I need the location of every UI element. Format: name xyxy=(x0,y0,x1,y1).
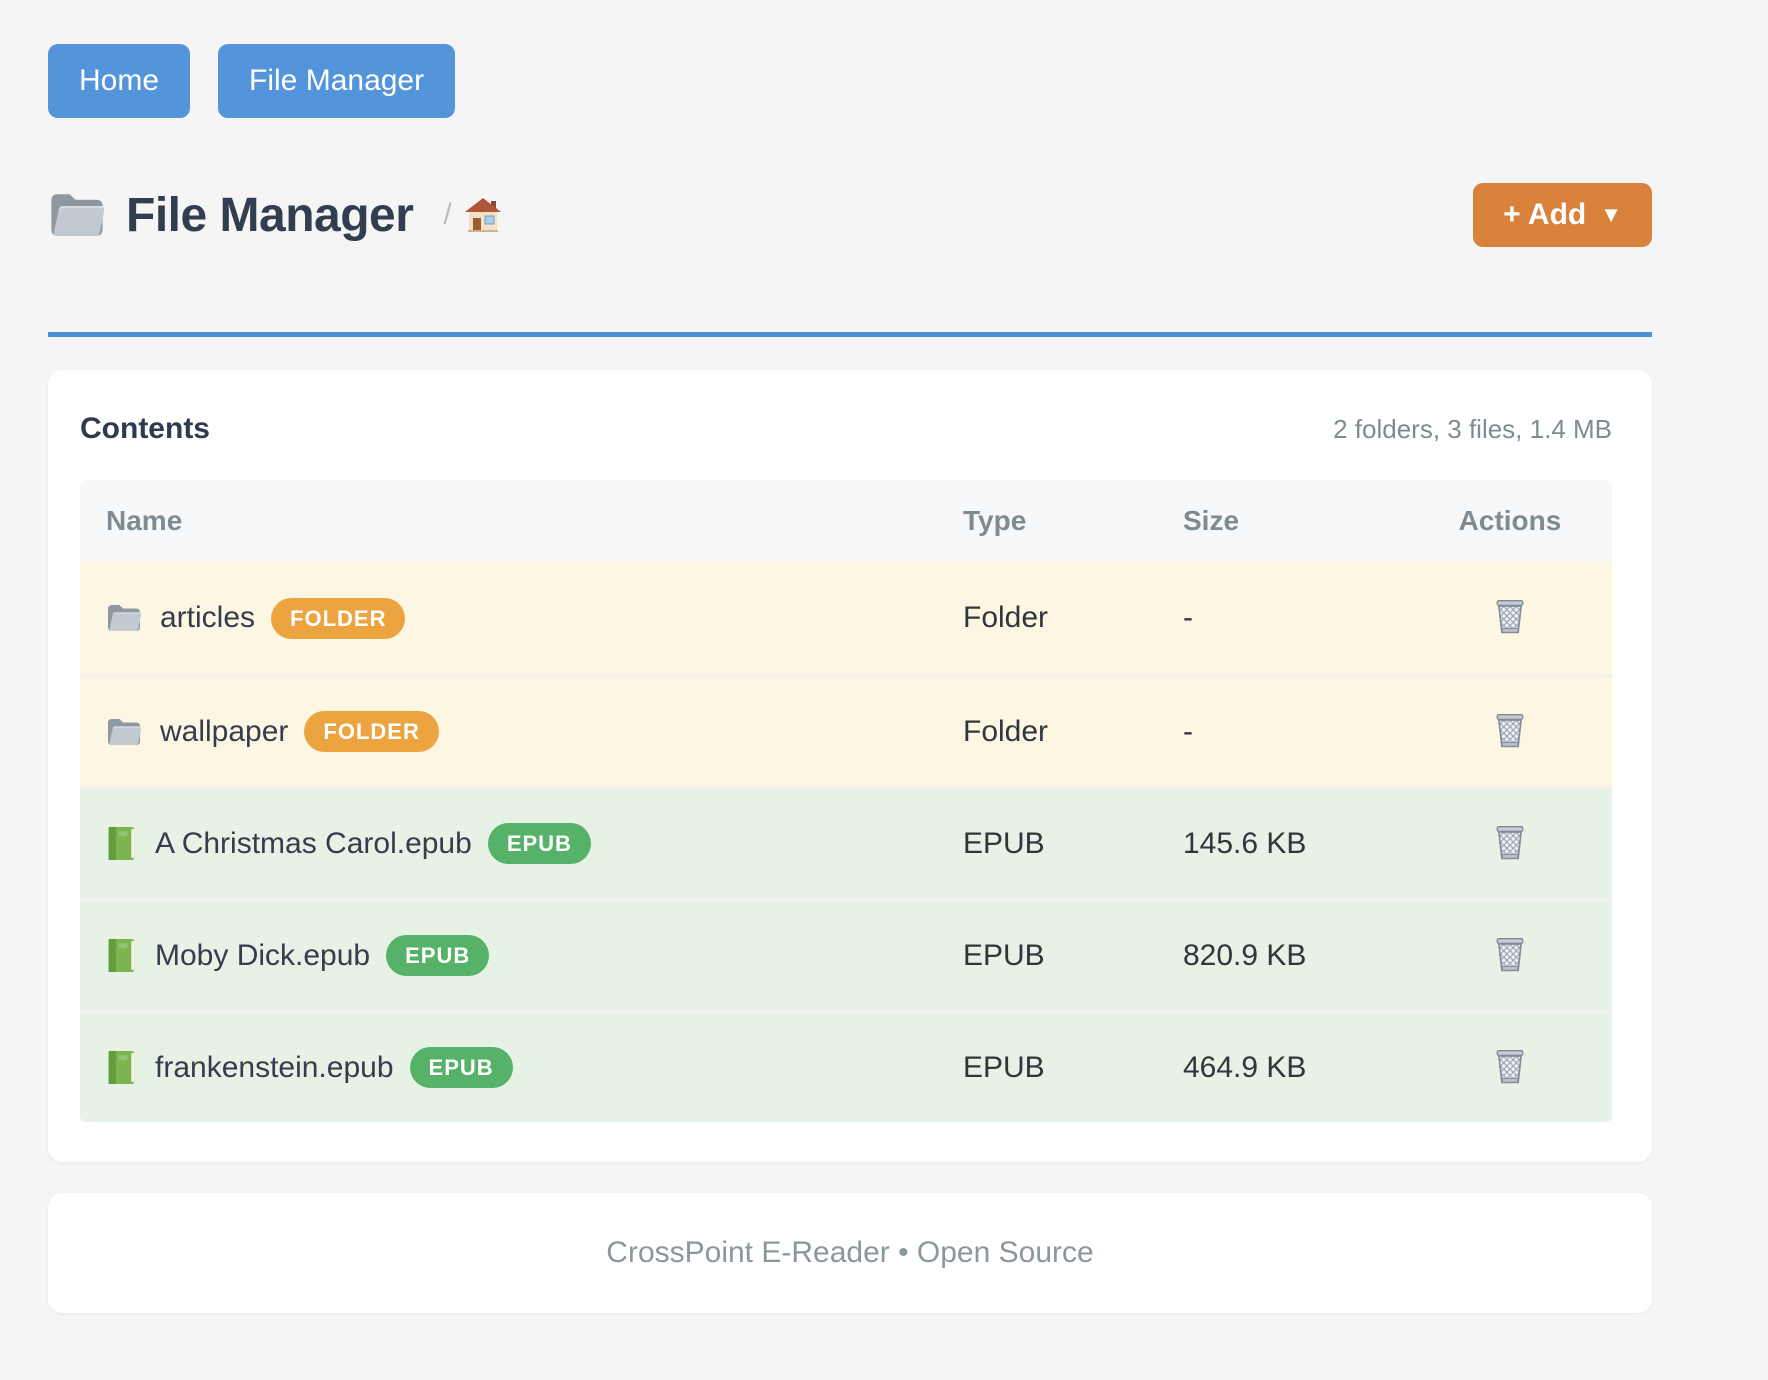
footer: CrossPoint E-Reader • Open Source xyxy=(48,1193,1652,1313)
trash-icon xyxy=(1493,1047,1527,1085)
delete-button[interactable] xyxy=(1489,1043,1531,1089)
table-row-moby-dick[interactable]: Moby Dick.epub EPUB EPUB 820.9 KB xyxy=(80,898,1612,1010)
item-type: EPUB xyxy=(963,938,1045,972)
item-size: - xyxy=(1183,601,1193,634)
table-row-frankenstein[interactable]: frankenstein.epub EPUB EPUB 464.9 KB xyxy=(80,1010,1612,1122)
table-row-articles[interactable]: articles FOLDER Folder - xyxy=(80,562,1612,674)
contents-table: Name Type Size Actions articles FOLDER F… xyxy=(80,480,1612,1122)
actions-cell xyxy=(1408,1043,1612,1093)
column-header-type: Type xyxy=(963,505,1027,536)
breadcrumb-separator: / xyxy=(443,198,452,231)
title-divider xyxy=(48,332,1652,337)
book-icon xyxy=(106,1050,137,1085)
name-cell: articles FOLDER xyxy=(80,597,963,639)
trash-icon xyxy=(1493,711,1527,749)
delete-button[interactable] xyxy=(1489,593,1531,639)
contents-card-header: Contents 2 folders, 3 files, 1.4 MB xyxy=(80,412,1612,446)
table-header-row: Name Type Size Actions xyxy=(80,480,1612,562)
column-header-name: Name xyxy=(106,505,183,536)
actions-cell xyxy=(1408,593,1612,643)
page-title: File Manager xyxy=(126,188,414,242)
name-cell: Moby Dick.epub EPUB xyxy=(80,935,963,976)
column-header-actions: Actions xyxy=(1458,505,1562,536)
item-size: 464.9 KB xyxy=(1183,1050,1307,1084)
item-name: Moby Dick.epub xyxy=(155,938,371,972)
name-cell: A Christmas Carol.epub EPUB xyxy=(80,823,963,864)
epub-badge: EPUB xyxy=(386,935,490,976)
contents-title: Contents xyxy=(80,412,210,445)
footer-text: CrossPoint E-Reader • Open Source xyxy=(606,1236,1094,1269)
delete-button[interactable] xyxy=(1489,707,1531,753)
file-manager-page: Home File Manager File Manager / + Add ▼… xyxy=(48,0,1652,1313)
item-name: wallpaper xyxy=(160,714,289,748)
name-cell: wallpaper FOLDER xyxy=(80,711,963,752)
item-type: Folder xyxy=(963,601,1049,634)
page-header: File Manager / + Add ▼ xyxy=(48,172,1652,258)
trash-icon xyxy=(1493,935,1527,973)
folder-icon xyxy=(48,191,106,239)
epub-badge: EPUB xyxy=(487,823,591,864)
item-type: EPUB xyxy=(963,1050,1045,1084)
book-icon xyxy=(106,826,137,861)
item-type: Folder xyxy=(963,714,1049,748)
name-cell: frankenstein.epub EPUB xyxy=(80,1047,963,1088)
actions-cell xyxy=(1408,819,1612,869)
trash-icon xyxy=(1493,823,1527,861)
item-size: - xyxy=(1183,714,1193,748)
file-manager-nav-button[interactable]: File Manager xyxy=(218,44,456,118)
add-button-label: + Add xyxy=(1503,198,1587,231)
item-name: frankenstein.epub xyxy=(155,1050,394,1084)
table-row-christmas-carol[interactable]: A Christmas Carol.epub EPUB EPUB 145.6 K… xyxy=(80,786,1612,898)
item-size: 820.9 KB xyxy=(1183,938,1307,972)
folder-badge: FOLDER xyxy=(304,711,439,752)
add-button[interactable]: + Add ▼ xyxy=(1473,183,1652,247)
contents-card: Contents 2 folders, 3 files, 1.4 MB Name… xyxy=(48,370,1652,1162)
epub-badge: EPUB xyxy=(409,1047,513,1088)
trash-icon xyxy=(1493,597,1527,635)
book-icon xyxy=(106,938,137,973)
home-nav-button[interactable]: Home xyxy=(48,44,191,118)
actions-cell xyxy=(1408,931,1612,981)
delete-button[interactable] xyxy=(1489,819,1531,865)
top-nav: Home File Manager xyxy=(48,0,1652,118)
table-row-wallpaper[interactable]: wallpaper FOLDER Folder - xyxy=(80,674,1612,786)
folder-badge: FOLDER xyxy=(271,597,406,639)
item-type: EPUB xyxy=(963,826,1045,860)
item-name: articles xyxy=(160,601,256,634)
actions-cell xyxy=(1408,707,1612,757)
chevron-down-icon: ▼ xyxy=(1600,202,1622,227)
item-name: A Christmas Carol.epub xyxy=(155,826,472,860)
column-header-size: Size xyxy=(1183,505,1240,536)
item-size: 145.6 KB xyxy=(1183,826,1307,860)
folder-icon xyxy=(106,602,142,634)
delete-button[interactable] xyxy=(1489,931,1531,977)
home-icon[interactable] xyxy=(464,197,502,233)
contents-summary: 2 folders, 3 files, 1.4 MB xyxy=(1333,414,1612,444)
folder-icon xyxy=(106,716,142,748)
